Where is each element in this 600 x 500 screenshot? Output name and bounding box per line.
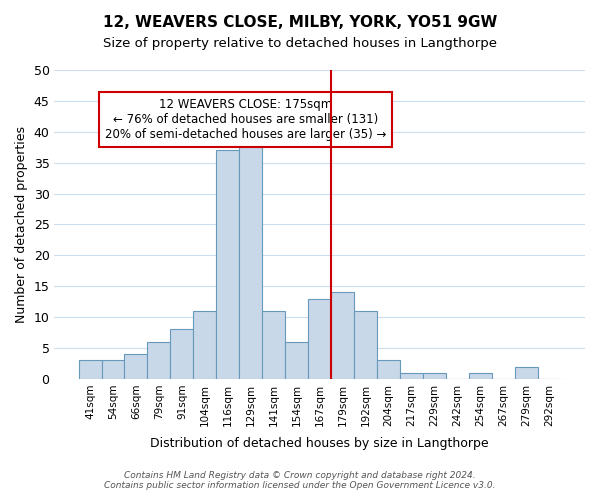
Bar	[331, 292, 354, 379]
Bar	[515, 366, 538, 379]
Bar	[124, 354, 148, 379]
Bar	[262, 311, 285, 379]
Bar	[239, 144, 262, 379]
Text: Size of property relative to detached houses in Langthorpe: Size of property relative to detached ho…	[103, 38, 497, 51]
X-axis label: Distribution of detached houses by size in Langthorpe: Distribution of detached houses by size …	[151, 437, 489, 450]
Text: 12, WEAVERS CLOSE, MILBY, YORK, YO51 9GW: 12, WEAVERS CLOSE, MILBY, YORK, YO51 9GW	[103, 15, 497, 30]
Text: 12 WEAVERS CLOSE: 175sqm
← 76% of detached houses are smaller (131)
20% of semi-: 12 WEAVERS CLOSE: 175sqm ← 76% of detach…	[105, 98, 386, 141]
Text: Contains HM Land Registry data © Crown copyright and database right 2024.
Contai: Contains HM Land Registry data © Crown c…	[104, 470, 496, 490]
Bar	[354, 311, 377, 379]
Bar	[469, 372, 492, 379]
Y-axis label: Number of detached properties: Number of detached properties	[15, 126, 28, 323]
Bar	[170, 330, 193, 379]
Bar	[285, 342, 308, 379]
Bar	[101, 360, 124, 379]
Bar	[308, 298, 331, 379]
Bar	[217, 150, 239, 379]
Bar	[79, 360, 101, 379]
Bar	[193, 311, 217, 379]
Bar	[423, 372, 446, 379]
Bar	[400, 372, 423, 379]
Bar	[377, 360, 400, 379]
Bar	[148, 342, 170, 379]
